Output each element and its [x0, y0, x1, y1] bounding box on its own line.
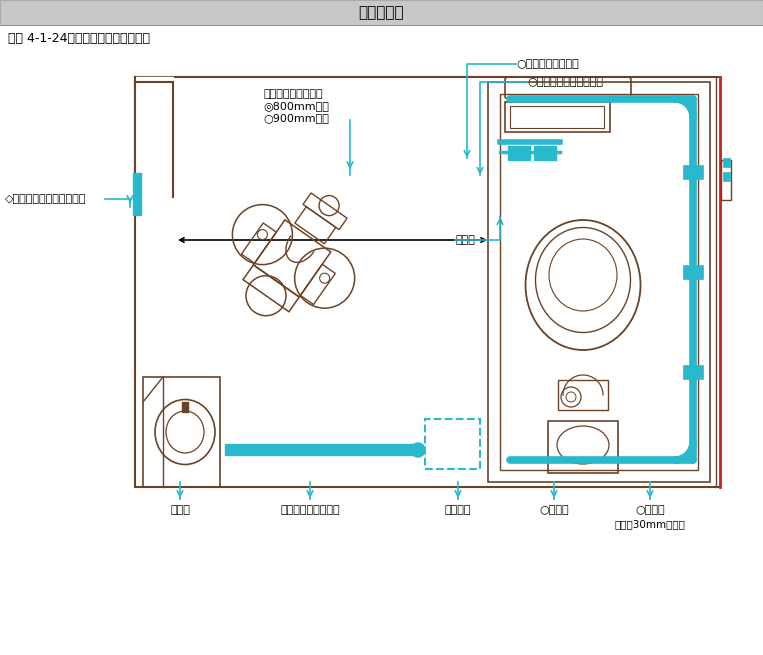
Text: 参考 4-1-24：車椅子対応トイレの例: 参考 4-1-24：車椅子対応トイレの例: [8, 33, 150, 45]
Bar: [143, 377, 220, 487]
Bar: [534, 146, 556, 160]
Bar: [500, 94, 698, 470]
Bar: [225, 444, 418, 455]
Bar: [683, 265, 703, 279]
Bar: [133, 173, 141, 215]
Circle shape: [411, 443, 425, 457]
Text: 紙巻器: 紙巻器: [455, 235, 475, 245]
Text: 汚物入れ: 汚物入れ: [445, 505, 472, 515]
Bar: [0, 0, 763, 25]
Bar: [558, 380, 608, 410]
Text: （直径30mm程度）: （直径30mm程度）: [614, 519, 685, 529]
Text: ◇トイレ内の触知案内図等: ◇トイレ内の触知案内図等: [5, 194, 86, 204]
Text: ○手すり: ○手すり: [635, 505, 665, 515]
Bar: [182, 402, 188, 412]
Bar: [683, 365, 703, 379]
Bar: [723, 172, 730, 181]
Bar: [508, 146, 530, 160]
Text: 出入口の戸の有効幅: 出入口の戸の有効幅: [263, 89, 323, 99]
Bar: [683, 165, 703, 179]
Bar: [721, 160, 731, 200]
Text: 格納式ベビーベッド: 格納式ベビーベッド: [280, 505, 340, 515]
Text: ○ドア開閉施錠スイッチ: ○ドア開閉施錠スイッチ: [527, 77, 603, 87]
Bar: [488, 82, 710, 482]
Bar: [723, 158, 730, 167]
Text: ○ドア開閉スイッチ: ○ドア開閉スイッチ: [516, 59, 579, 69]
Text: 手洗器: 手洗器: [170, 505, 190, 515]
Text: ◎800mm以上: ◎800mm以上: [263, 101, 329, 111]
Bar: [425, 419, 480, 469]
Text: ○900mm以上: ○900mm以上: [263, 113, 329, 123]
Bar: [510, 106, 604, 128]
Bar: [548, 421, 618, 473]
Text: 姿図・寸法: 姿図・寸法: [358, 5, 404, 20]
Bar: [505, 102, 610, 132]
Text: ○手洗器: ○手洗器: [539, 505, 568, 515]
